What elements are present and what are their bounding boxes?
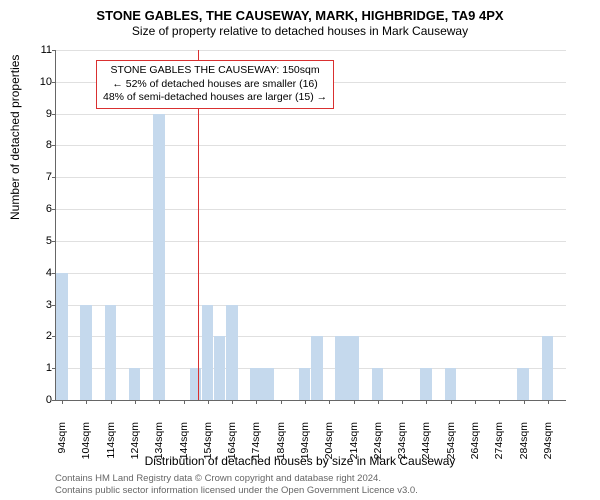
chart-title-sub: Size of property relative to detached ho… [0,24,600,38]
y-tick-mark [52,50,56,51]
x-axis-label: Distribution of detached houses by size … [0,454,600,468]
x-tick-mark [256,400,257,404]
y-tick-label: 9 [28,108,52,120]
bar [445,368,457,400]
y-tick-label: 1 [28,362,52,374]
y-tick-mark [52,400,56,401]
gridline [56,241,566,242]
x-tick-mark [184,400,185,404]
gridline [56,145,566,146]
y-tick-label: 6 [28,203,52,215]
bar [347,336,359,400]
y-tick-mark [52,241,56,242]
info-box: STONE GABLES THE CAUSEWAY: 150sqm← 52% o… [96,60,334,109]
gridline [56,273,566,274]
x-tick-mark [426,400,427,404]
x-tick-mark [159,400,160,404]
attribution-line: Contains public sector information licen… [55,485,418,497]
y-axis-label: Number of detached properties [8,55,22,220]
x-tick-mark [86,400,87,404]
y-tick-mark [52,82,56,83]
x-tick-mark [281,400,282,404]
info-box-line: ← 52% of detached houses are smaller (16… [103,78,327,92]
y-tick-label: 10 [28,76,52,88]
y-tick-mark [52,177,56,178]
bar [80,305,92,400]
y-tick-label: 7 [28,171,52,183]
y-tick-label: 8 [28,139,52,151]
bar [542,336,554,400]
y-tick-label: 4 [28,267,52,279]
x-tick-mark [354,400,355,404]
bar [420,368,432,400]
y-tick-mark [52,145,56,146]
gridline [56,114,566,115]
y-tick-mark [52,114,56,115]
attribution-text: Contains HM Land Registry data © Crown c… [55,473,418,497]
bar [262,368,274,400]
plot-area: 0123456789101194sqm104sqm114sqm124sqm134… [55,50,566,401]
gridline [56,305,566,306]
bar [335,336,347,400]
x-tick-mark [475,400,476,404]
bar [372,368,384,400]
x-tick-mark [135,400,136,404]
y-tick-mark [52,209,56,210]
bar [190,368,202,400]
y-tick-label: 2 [28,330,52,342]
x-tick-mark [62,400,63,404]
x-tick-mark [499,400,500,404]
x-tick-mark [329,400,330,404]
x-tick-mark [111,400,112,404]
bar [517,368,529,400]
x-tick-mark [208,400,209,404]
y-tick-label: 3 [28,299,52,311]
bar [153,114,165,400]
info-box-line: STONE GABLES THE CAUSEWAY: 150sqm [103,64,327,78]
chart-title-main: STONE GABLES, THE CAUSEWAY, MARK, HIGHBR… [0,0,600,23]
x-tick-mark [402,400,403,404]
bar [105,305,117,400]
attribution-line: Contains HM Land Registry data © Crown c… [55,473,418,485]
bar [202,305,214,400]
y-tick-label: 11 [28,44,52,56]
bar [311,336,323,400]
y-tick-label: 5 [28,235,52,247]
bar [226,305,238,400]
bar [214,336,226,400]
bar [250,368,262,400]
bar [299,368,311,400]
x-tick-mark [378,400,379,404]
x-tick-mark [451,400,452,404]
info-box-line: 48% of semi-detached houses are larger (… [103,91,327,105]
bar [56,273,68,400]
gridline [56,177,566,178]
bar [129,368,141,400]
x-tick-mark [548,400,549,404]
x-tick-mark [524,400,525,404]
gridline [56,50,566,51]
y-tick-label: 0 [28,394,52,406]
x-tick-mark [305,400,306,404]
gridline [56,209,566,210]
x-tick-mark [232,400,233,404]
